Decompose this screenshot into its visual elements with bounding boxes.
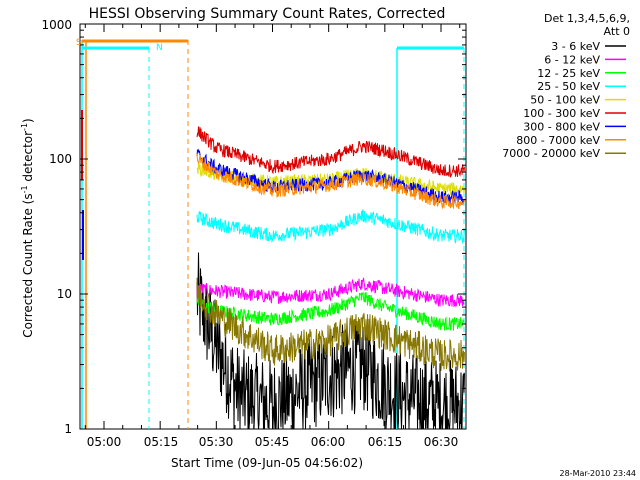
series-line-3 <box>196 291 465 331</box>
x-tick-label: 05:30 <box>199 435 234 449</box>
legend-label: 7000 - 20000 keV <box>502 147 600 160</box>
series-line-6 <box>196 126 465 178</box>
y-axis-label-end: ) <box>21 118 35 123</box>
plot-frame <box>79 23 467 430</box>
legend-label: 300 - 800 keV <box>523 120 600 133</box>
legend-label: 100 - 300 keV <box>523 107 600 120</box>
series-line-1 <box>196 252 465 430</box>
y-tick-label: 100 <box>49 152 72 166</box>
legend-label: 25 - 50 keV <box>537 80 600 93</box>
x-tick-label: 06:15 <box>368 435 403 449</box>
series-line-7 <box>196 148 465 206</box>
chart-title: HESSI Observing Summary Count Rates, Cor… <box>89 6 446 22</box>
x-tick-label: 05:15 <box>144 435 179 449</box>
x-tick-label: 05:45 <box>255 435 290 449</box>
y-axis-label-sup2: -1 <box>20 123 29 131</box>
flag-s-label: S <box>76 38 82 48</box>
x-tick-label: 06:00 <box>311 435 346 449</box>
series-line-8 <box>196 153 465 210</box>
series-layer <box>196 126 465 430</box>
legend-label: 6 - 12 keV <box>544 53 600 66</box>
legend-header-1: Det 1,3,4,5,6,9, <box>544 12 630 25</box>
y-axis-label: Corrected Count Rate (s-1 detector-1) <box>20 118 35 337</box>
legend-header-2: Att 0 <box>604 25 630 38</box>
y-tick-label: 1000 <box>41 18 72 32</box>
y-axis-label-sup1: -1 <box>20 185 29 193</box>
y-axis-label-mid: detector <box>21 131 35 186</box>
axis-ticks <box>80 24 466 430</box>
series-line-9 <box>196 277 465 372</box>
flag-n-label: N <box>156 43 163 53</box>
series-line-2 <box>196 277 465 308</box>
legend-label: 800 - 7000 keV <box>516 134 600 147</box>
y-axis-label-main: Corrected Count Rate (s <box>21 193 35 337</box>
timestamp: 28-Mar-2010 23:44 <box>560 469 637 478</box>
series-line-4 <box>196 209 465 245</box>
legend-label: 12 - 25 keV <box>537 67 600 80</box>
x-tick-label: 06:30 <box>424 435 459 449</box>
legend-label: 50 - 100 keV <box>530 94 600 107</box>
x-tick-label: 05:00 <box>87 435 122 449</box>
y-tick-label: 1 <box>64 422 72 436</box>
y-tick-label: 10 <box>57 287 72 301</box>
legend-label: 3 - 6 keV <box>551 40 600 53</box>
x-axis-label: Start Time (09-Jun-05 04:56:02) <box>171 456 363 470</box>
